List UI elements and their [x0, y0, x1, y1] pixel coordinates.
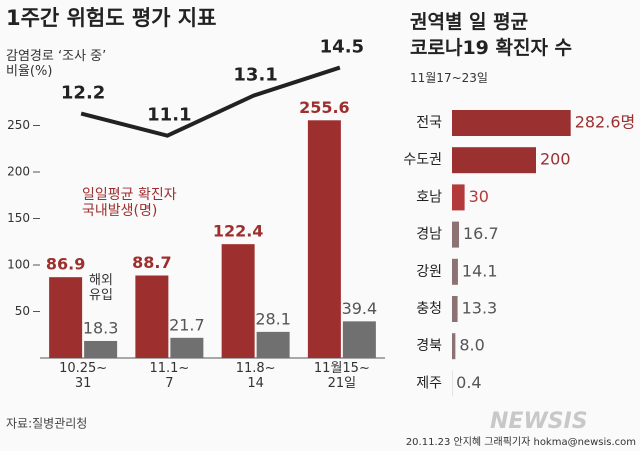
value-label: 28.1 [255, 309, 291, 328]
value-label: 14.5 [320, 37, 364, 58]
bar [452, 296, 458, 322]
bar [452, 258, 458, 285]
y-tick-label: 제주 [416, 375, 442, 391]
value-label: 30 [469, 187, 489, 206]
watermark: NEWSIS [490, 409, 588, 434]
bar [452, 221, 460, 248]
value-label: 282.6명 [575, 113, 636, 132]
legend-entry: 해외 유입 [89, 273, 113, 303]
value-label: 12.2 [61, 83, 105, 104]
y-tick-label: 50 [15, 304, 30, 318]
value-label: 39.4 [342, 299, 378, 318]
y-tick-label: 호남 [416, 189, 442, 205]
value-label: 200 [540, 150, 571, 169]
y-tick-label: 전국 [416, 115, 442, 131]
bar [135, 275, 169, 358]
x-tick-label: 11.8~ 14 [235, 361, 276, 391]
bar [221, 244, 255, 358]
bar [170, 337, 204, 358]
value-label: 21.7 [169, 315, 205, 334]
bar [452, 184, 465, 211]
legend-entry: 감염경로 ‘조사 중’ 비율(%) [6, 49, 107, 79]
credit: 20.11.23 안지혜 그래픽기자 hokma@newsis.com [406, 436, 636, 448]
value-label: 13.3 [462, 299, 498, 318]
y-tick-label: 250 [7, 118, 30, 132]
y-tick-label: 100 [7, 258, 30, 272]
bar [452, 333, 456, 360]
y-tick-label: 경북 [416, 338, 442, 354]
bar [84, 340, 118, 358]
y-tick-label: 충청 [416, 301, 442, 317]
x-tick-label: 10.25~ 31 [59, 361, 108, 391]
value-label: 8.0 [459, 336, 484, 355]
chart-subtitle: 11월17~23일 [410, 71, 488, 85]
bar [452, 147, 536, 174]
chart-title: 1주간 위험도 평가 지표 [6, 6, 217, 30]
chart-title: 권역별 일 평균 코로나19 확진자 수 [410, 11, 573, 59]
value-label: 16.7 [463, 224, 499, 243]
source: 자료:질병관리청 [6, 417, 87, 431]
y-tick-label: 강원 [416, 264, 442, 280]
bar [307, 120, 341, 359]
value-label: 13.1 [233, 65, 277, 86]
value-label: 18.3 [83, 318, 119, 337]
y-tick-label: 수도권 [403, 152, 442, 168]
x-tick-label: 11.1~ 7 [149, 361, 190, 391]
y-tick-label: 150 [7, 211, 30, 225]
bar [342, 321, 376, 358]
value-label: 122.4 [213, 222, 264, 241]
value-label: 88.7 [132, 253, 171, 272]
bar [452, 110, 571, 136]
value-label: 86.9 [46, 255, 85, 274]
value-label: 0.4 [456, 373, 481, 392]
line [80, 65, 341, 138]
y-tick-label: 경남 [416, 227, 442, 243]
value-label: 14.1 [462, 261, 498, 280]
legend-entry: 일일평균 확진자 국내발생(명) [82, 187, 177, 220]
value-label: 11.1 [147, 105, 191, 126]
x-tick-label: 11월15~ 21일 [313, 361, 370, 391]
bar [49, 277, 83, 358]
value-label: 255.6 [299, 98, 350, 117]
y-tick-label: 200 [7, 165, 30, 179]
bar [256, 331, 290, 358]
